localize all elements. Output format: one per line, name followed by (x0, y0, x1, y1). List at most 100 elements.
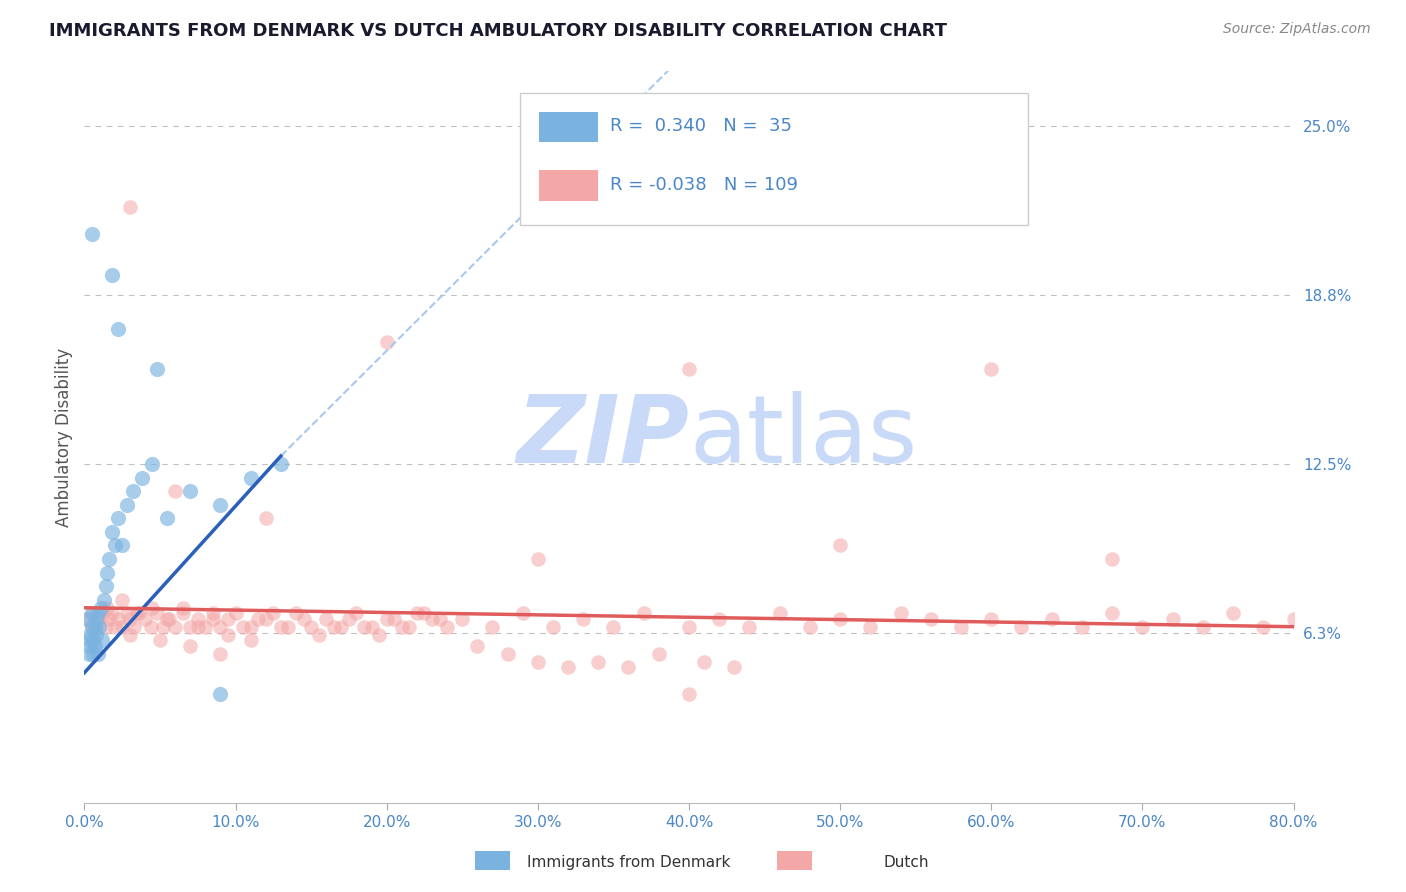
Point (406, 606, 429, 620)
Point (1040, 611, 1063, 625)
Point (285, 606, 308, 620)
Point (179, 484, 201, 499)
Point (77, 611, 100, 625)
Point (179, 639, 201, 653)
Point (80, 227, 103, 241)
Point (1161, 611, 1184, 625)
Point (89, 611, 111, 625)
Text: atlas: atlas (689, 391, 917, 483)
Point (830, 611, 852, 625)
Point (247, 611, 270, 625)
Point (127, 606, 149, 620)
Point (496, 647, 519, 661)
Point (118, 611, 141, 625)
Point (648, 647, 671, 661)
Point (262, 606, 284, 620)
Point (1222, 606, 1244, 620)
Point (107, 511, 129, 525)
Point (84, 639, 107, 653)
Point (187, 620, 209, 634)
Point (337, 611, 360, 625)
Point (217, 611, 239, 625)
Point (77, 633, 100, 648)
Point (830, 538, 852, 552)
Point (91, 606, 114, 620)
Point (100, 606, 122, 620)
Point (232, 620, 254, 634)
Point (82, 606, 104, 620)
Point (602, 620, 624, 634)
Point (308, 628, 330, 642)
Point (217, 628, 239, 642)
Point (209, 688, 232, 702)
Point (121, 484, 143, 499)
Point (292, 611, 315, 625)
Point (315, 611, 337, 625)
Point (368, 628, 391, 642)
Point (769, 606, 792, 620)
Point (87, 606, 110, 620)
Point (86, 628, 108, 642)
Point (201, 606, 224, 620)
Point (239, 471, 262, 485)
Point (1130, 620, 1153, 634)
Point (859, 620, 882, 634)
Point (398, 620, 420, 634)
Text: R =  0.340   N =  35: R = 0.340 N = 35 (610, 117, 793, 136)
Point (1101, 552, 1123, 566)
Point (375, 611, 398, 625)
Point (1011, 620, 1033, 634)
Point (512, 606, 534, 620)
Point (96, 600, 118, 615)
Point (104, 538, 127, 552)
Point (254, 611, 277, 625)
Point (436, 620, 458, 634)
Point (481, 620, 503, 634)
Point (115, 606, 138, 620)
Point (156, 611, 179, 625)
Point (391, 620, 413, 634)
Point (617, 660, 640, 674)
Point (588, 655, 610, 669)
Point (111, 592, 134, 607)
Point (87, 647, 110, 661)
Point (527, 655, 550, 669)
Point (980, 362, 1002, 376)
Point (527, 552, 550, 566)
Point (131, 471, 153, 485)
Point (322, 620, 344, 634)
FancyBboxPatch shape (538, 112, 599, 143)
Point (77, 647, 100, 661)
Point (122, 620, 145, 634)
Point (375, 335, 398, 350)
Point (1253, 620, 1275, 634)
Text: Dutch: Dutch (884, 855, 929, 871)
Point (693, 655, 716, 669)
Point (467, 639, 489, 653)
Point (270, 457, 292, 471)
Point (1282, 611, 1305, 625)
Point (149, 633, 172, 648)
Point (187, 611, 209, 625)
Point (723, 660, 745, 674)
Point (209, 647, 232, 661)
Point (94, 579, 117, 593)
Point (86, 611, 108, 625)
FancyBboxPatch shape (520, 94, 1028, 225)
Point (91, 633, 114, 648)
Text: Source: ZipAtlas.com: Source: ZipAtlas.com (1223, 22, 1371, 37)
Point (572, 611, 595, 625)
Point (146, 606, 169, 620)
FancyBboxPatch shape (778, 851, 813, 870)
Point (429, 611, 451, 625)
Point (678, 688, 700, 702)
Point (80, 620, 103, 634)
Point (141, 600, 163, 615)
Point (118, 628, 141, 642)
Point (90, 600, 112, 615)
Point (165, 484, 187, 499)
Point (139, 620, 162, 634)
Point (413, 606, 436, 620)
Point (111, 538, 134, 552)
Point (89, 620, 111, 634)
